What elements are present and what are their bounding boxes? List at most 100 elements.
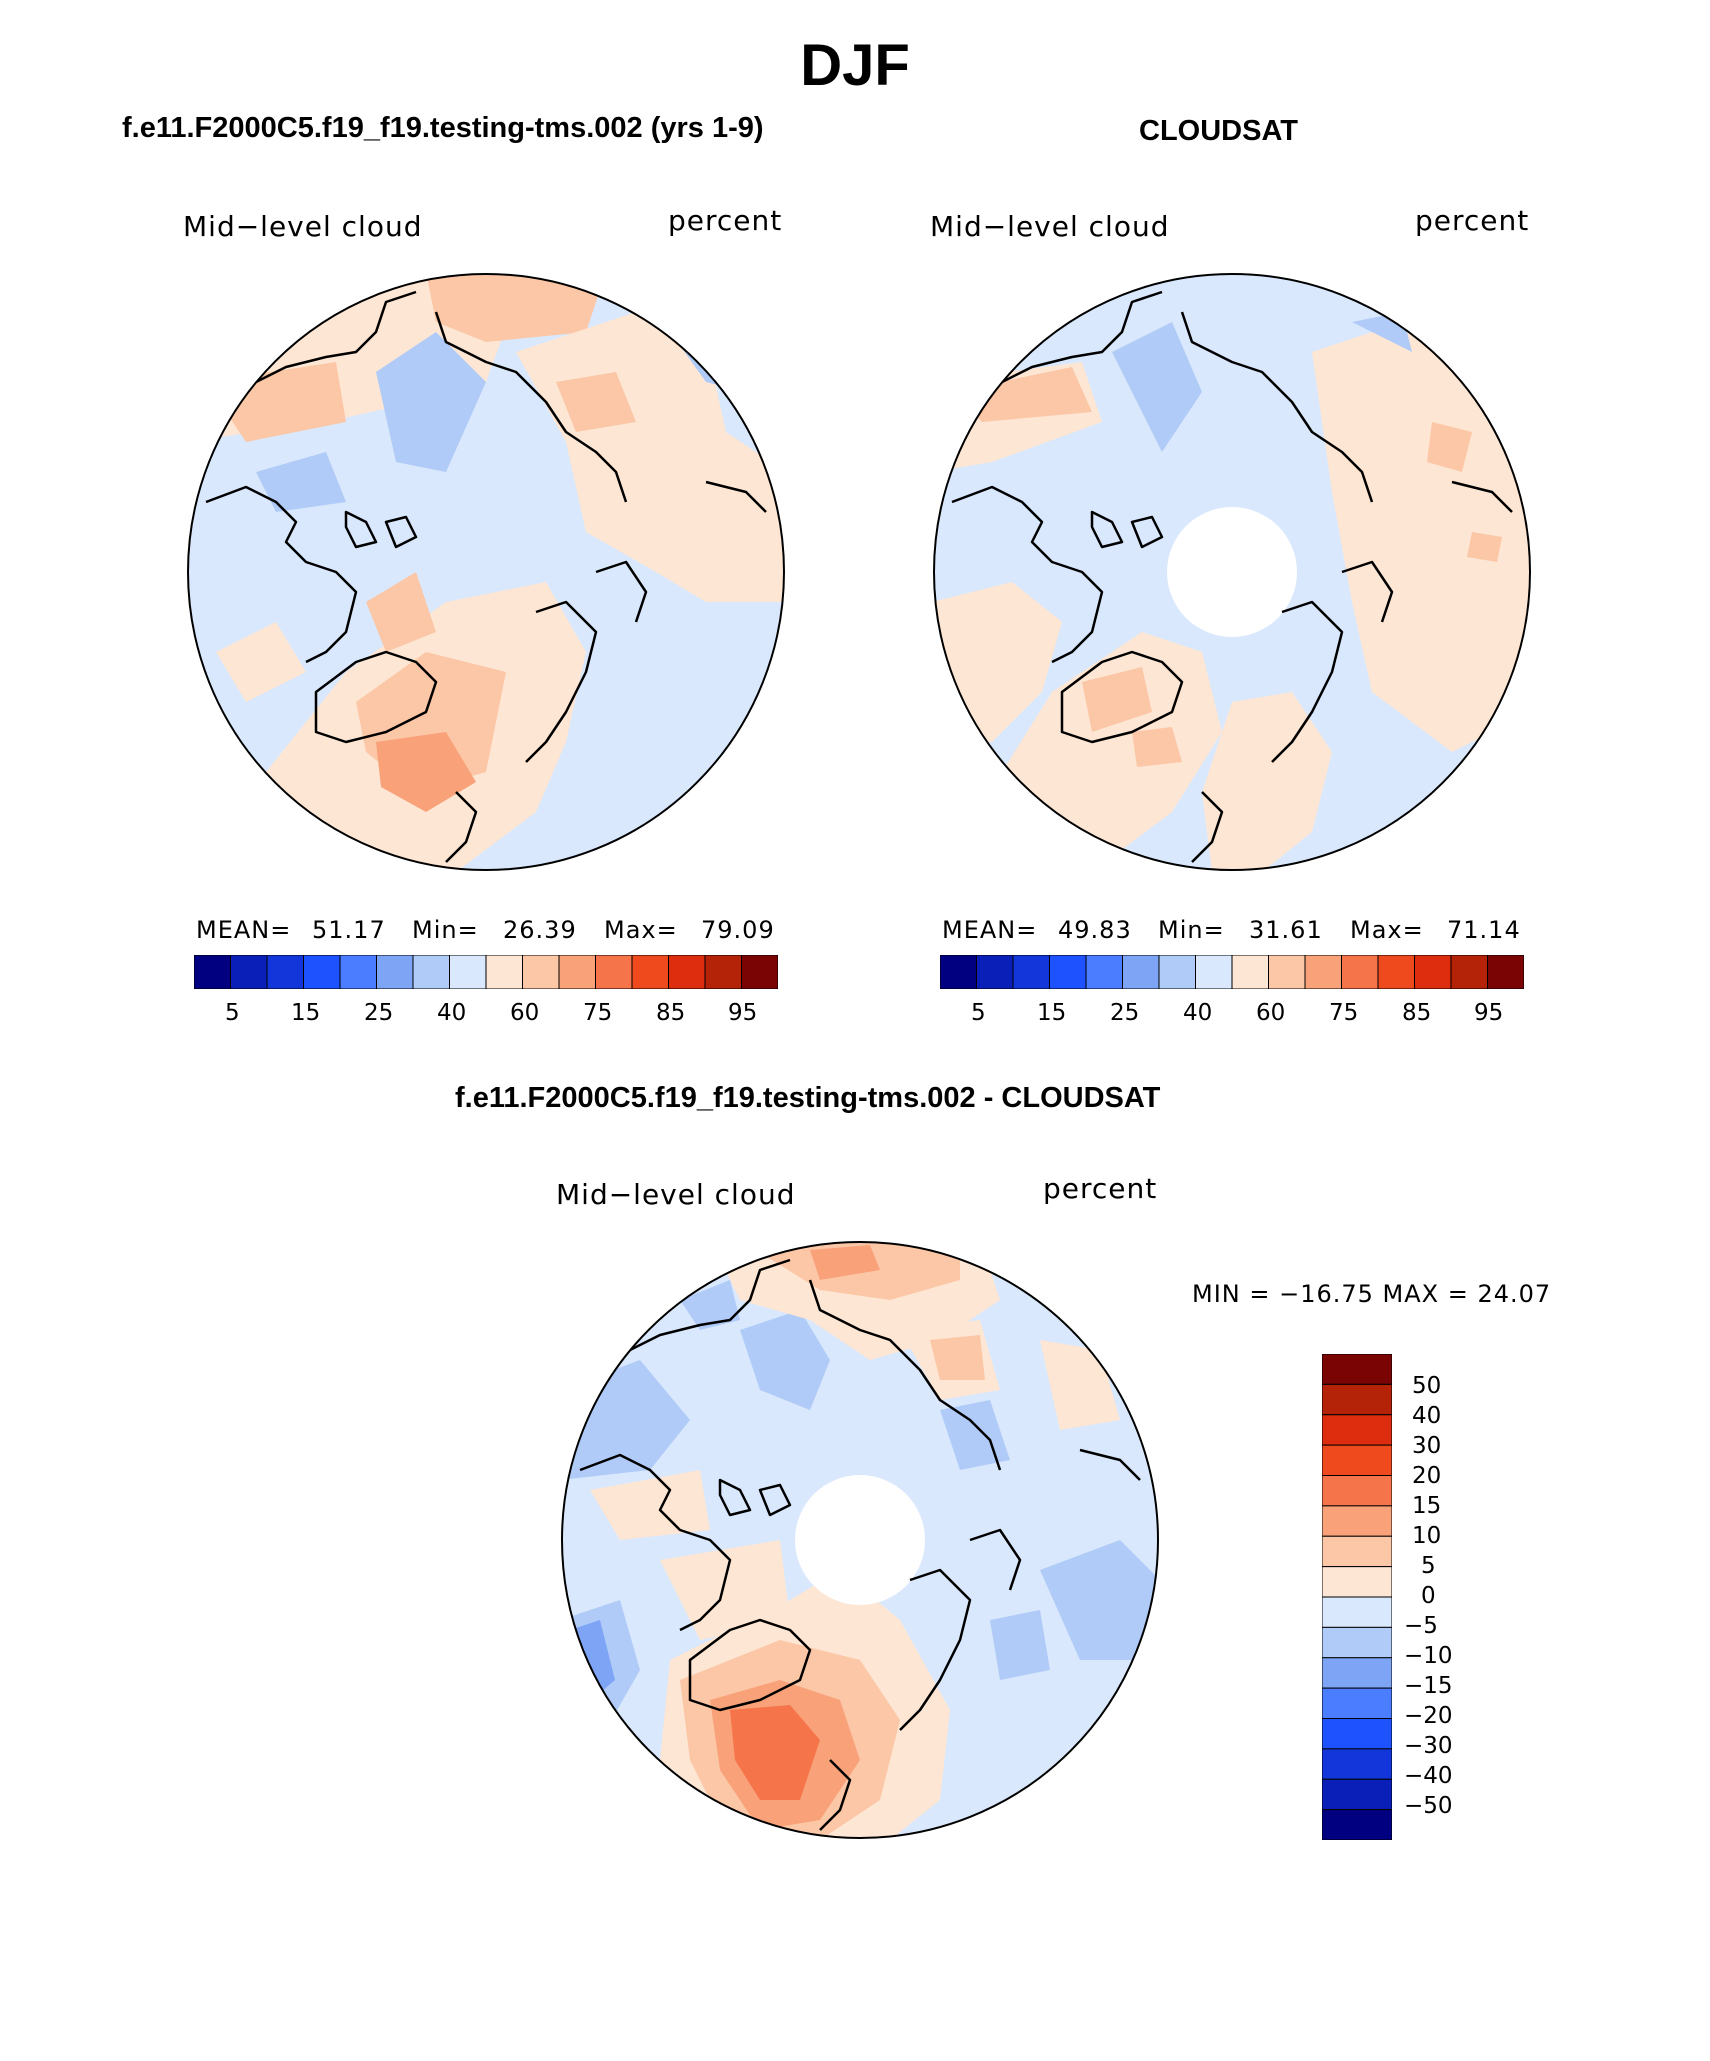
colorbar-swatch [522, 955, 560, 989]
model-tick-label: 25 [364, 1000, 394, 1026]
diff-tick-label: 30 [1412, 1433, 1442, 1459]
obs-tick-label: 25 [1110, 1000, 1140, 1026]
colorbar-swatch [1322, 1535, 1392, 1568]
colorbar-swatch [1487, 955, 1524, 989]
diff-min-max: MIN = −16.75 MAX = 24.07 [1192, 1280, 1552, 1308]
model-tick-label: 60 [510, 1000, 540, 1026]
colorbar-swatch [1195, 955, 1233, 989]
obs-tick-label: 85 [1402, 1000, 1432, 1026]
diff-tick-label: −50 [1404, 1793, 1453, 1819]
model-max-label: Max= [604, 916, 678, 944]
colorbar-swatch [449, 955, 487, 989]
model-tick-label: 15 [291, 1000, 321, 1026]
colorbar-swatch [1322, 1687, 1392, 1719]
colorbar-swatch [1122, 955, 1160, 989]
colorbar-swatch [1322, 1596, 1392, 1628]
diff-units-label: percent [1043, 1172, 1158, 1205]
model-tick-label: 40 [437, 1000, 467, 1026]
model-min-value: 26.39 [503, 916, 577, 944]
model-tick-label: 75 [583, 1000, 613, 1026]
obs-variable-label: Mid−level cloud [930, 210, 1170, 243]
diff-panel-title: f.e11.F2000C5.f19_f19.testing-tms.002 - … [455, 1082, 1161, 1114]
obs-min-value: 31.61 [1249, 916, 1323, 944]
colorbar-swatch [631, 955, 669, 989]
colorbar-swatch [194, 955, 231, 989]
obs-max-label: Max= [1350, 916, 1424, 944]
colorbar-swatch [595, 955, 633, 989]
diff-tick-label: 10 [1412, 1523, 1442, 1549]
diff-tick-label: −10 [1404, 1643, 1453, 1669]
model-min-label: Min= [412, 916, 479, 944]
colorbar-swatch [266, 955, 304, 989]
colorbar-swatch [1268, 955, 1306, 989]
colorbar-swatch [1012, 955, 1050, 989]
obs-mean-value: 49.83 [1058, 916, 1132, 944]
diff-tick-label: −30 [1404, 1733, 1453, 1759]
colorbar-swatch [485, 955, 523, 989]
diff-colorbar [1322, 1354, 1392, 1840]
colorbar-swatch [1414, 955, 1452, 989]
obs-mean-label: MEAN= [942, 916, 1038, 944]
colorbar-swatch [741, 955, 778, 989]
diff-polar-map [561, 1241, 1159, 1839]
model-mean-label: MEAN= [196, 916, 292, 944]
obs-max-value: 71.14 [1447, 916, 1521, 944]
model-max-value: 79.09 [701, 916, 775, 944]
colorbar-swatch [1158, 955, 1196, 989]
diff-variable-label: Mid−level cloud [556, 1178, 796, 1211]
colorbar-swatch [1085, 955, 1123, 989]
model-mean-value: 51.17 [312, 916, 386, 944]
colorbar-swatch [1322, 1626, 1392, 1659]
colorbar-swatch [558, 955, 596, 989]
diff-tick-label: 50 [1412, 1373, 1442, 1399]
colorbar-swatch [230, 955, 268, 989]
diff-tick-label: −5 [1404, 1613, 1438, 1639]
diff-tick-label: −15 [1404, 1673, 1453, 1699]
colorbar-swatch [668, 955, 706, 989]
model-polar-map [187, 273, 785, 871]
obs-min-label: Min= [1158, 916, 1225, 944]
colorbar-swatch [339, 955, 377, 989]
colorbar-swatch [1322, 1505, 1392, 1537]
diff-tick-label: −40 [1404, 1763, 1453, 1789]
colorbar-swatch [976, 955, 1014, 989]
colorbar-swatch [1322, 1778, 1392, 1811]
obs-tick-label: 95 [1474, 1000, 1504, 1026]
colorbar-swatch [940, 955, 977, 989]
colorbar-swatch [1322, 1718, 1392, 1750]
obs-tick-label: 15 [1037, 1000, 1067, 1026]
obs-tick-label: 75 [1329, 1000, 1359, 1026]
obs-colorbar [940, 955, 1524, 989]
obs-units-label: percent [1415, 204, 1530, 237]
diff-tick-label: 40 [1412, 1403, 1442, 1429]
colorbar-swatch [1322, 1566, 1392, 1598]
colorbar-swatch [1377, 955, 1415, 989]
colorbar-swatch [1341, 955, 1379, 989]
colorbar-swatch [1322, 1657, 1392, 1689]
obs-tick-label: 5 [971, 1000, 986, 1026]
diff-tick-label: 0 [1421, 1583, 1436, 1609]
obs-panel-title: CLOUDSAT [1139, 115, 1298, 147]
colorbar-swatch [412, 955, 450, 989]
diff-tick-label: 20 [1412, 1463, 1442, 1489]
colorbar-swatch [303, 955, 341, 989]
diff-tick-label: 5 [1421, 1553, 1436, 1579]
obs-tick-label: 40 [1183, 1000, 1213, 1026]
colorbar-swatch [1322, 1354, 1392, 1385]
model-variable-label: Mid−level cloud [183, 210, 423, 243]
model-tick-label: 5 [225, 1000, 240, 1026]
obs-tick-label: 60 [1256, 1000, 1286, 1026]
colorbar-swatch [1450, 955, 1488, 989]
model-panel-title: f.e11.F2000C5.f19_f19.testing-tms.002 (y… [122, 112, 764, 144]
diff-tick-label: 15 [1412, 1493, 1442, 1519]
colorbar-swatch [376, 955, 414, 989]
obs-polar-map [933, 273, 1531, 871]
colorbar-swatch [1304, 955, 1342, 989]
diff-tick-label: −20 [1404, 1703, 1453, 1729]
colorbar-swatch [1322, 1475, 1392, 1507]
colorbar-swatch [1322, 1414, 1392, 1446]
model-tick-label: 95 [728, 1000, 758, 1026]
colorbar-swatch [1231, 955, 1269, 989]
colorbar-swatch [1049, 955, 1087, 989]
page-title: DJF [800, 33, 910, 98]
